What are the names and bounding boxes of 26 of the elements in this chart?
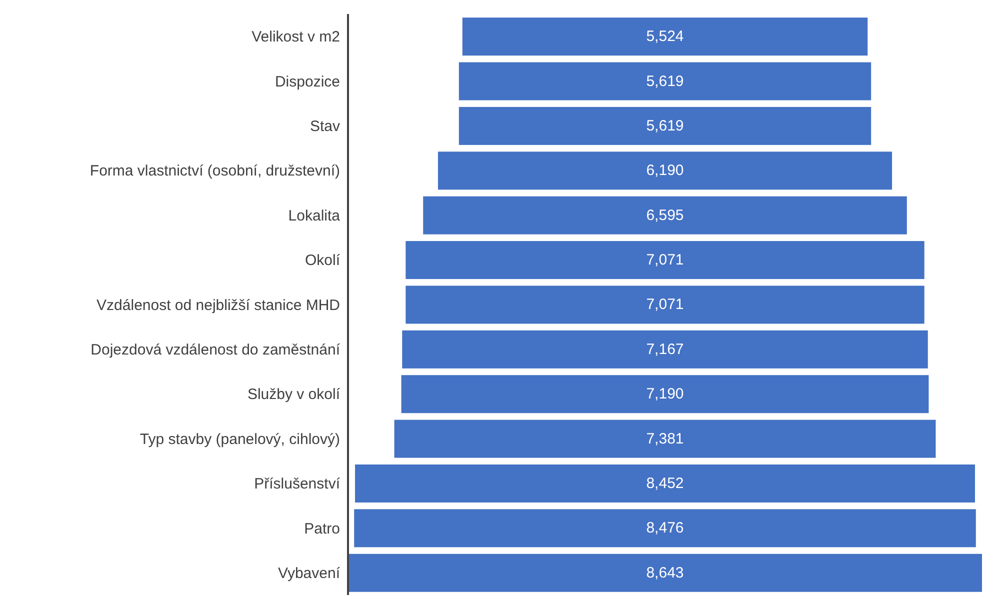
data-label: 7,190 xyxy=(646,386,684,403)
data-label: 5,619 xyxy=(646,72,684,90)
data-label: 6,595 xyxy=(646,206,684,224)
data-label: 7,381 xyxy=(646,430,684,448)
data-label: 6,190 xyxy=(646,162,684,180)
data-label: 8,643 xyxy=(646,564,684,582)
data-label: 7,071 xyxy=(646,252,684,269)
category-label: Forma vlastnictví (osobní, družstevní) xyxy=(90,162,340,180)
data-label: 7,071 xyxy=(646,296,684,314)
category-label: Dojezdová vzdálenost do zaměstnání xyxy=(90,342,341,359)
category-label: Stav xyxy=(310,118,340,136)
category-label: Příslušenství xyxy=(254,476,341,493)
category-label: Okolí xyxy=(304,252,341,270)
category-label: Služby v okolí xyxy=(247,386,341,404)
category-label: Lokalita xyxy=(288,207,341,224)
category-label: Vybavení xyxy=(278,564,341,582)
data-label: 8,452 xyxy=(646,475,684,492)
category-label: Typ stavby (panelový, cihlový) xyxy=(140,430,340,448)
data-label: 5,619 xyxy=(646,117,684,134)
category-label: Patro xyxy=(304,520,340,538)
data-label: 8,476 xyxy=(646,520,684,537)
category-label: Vzdálenost od nejbližší stanice MHD xyxy=(96,296,340,314)
category-label: Velikost v m2 xyxy=(252,28,340,46)
category-label: Dispozice xyxy=(274,73,340,90)
data-label: 5,524 xyxy=(646,28,684,46)
data-label: 7,167 xyxy=(646,340,684,358)
